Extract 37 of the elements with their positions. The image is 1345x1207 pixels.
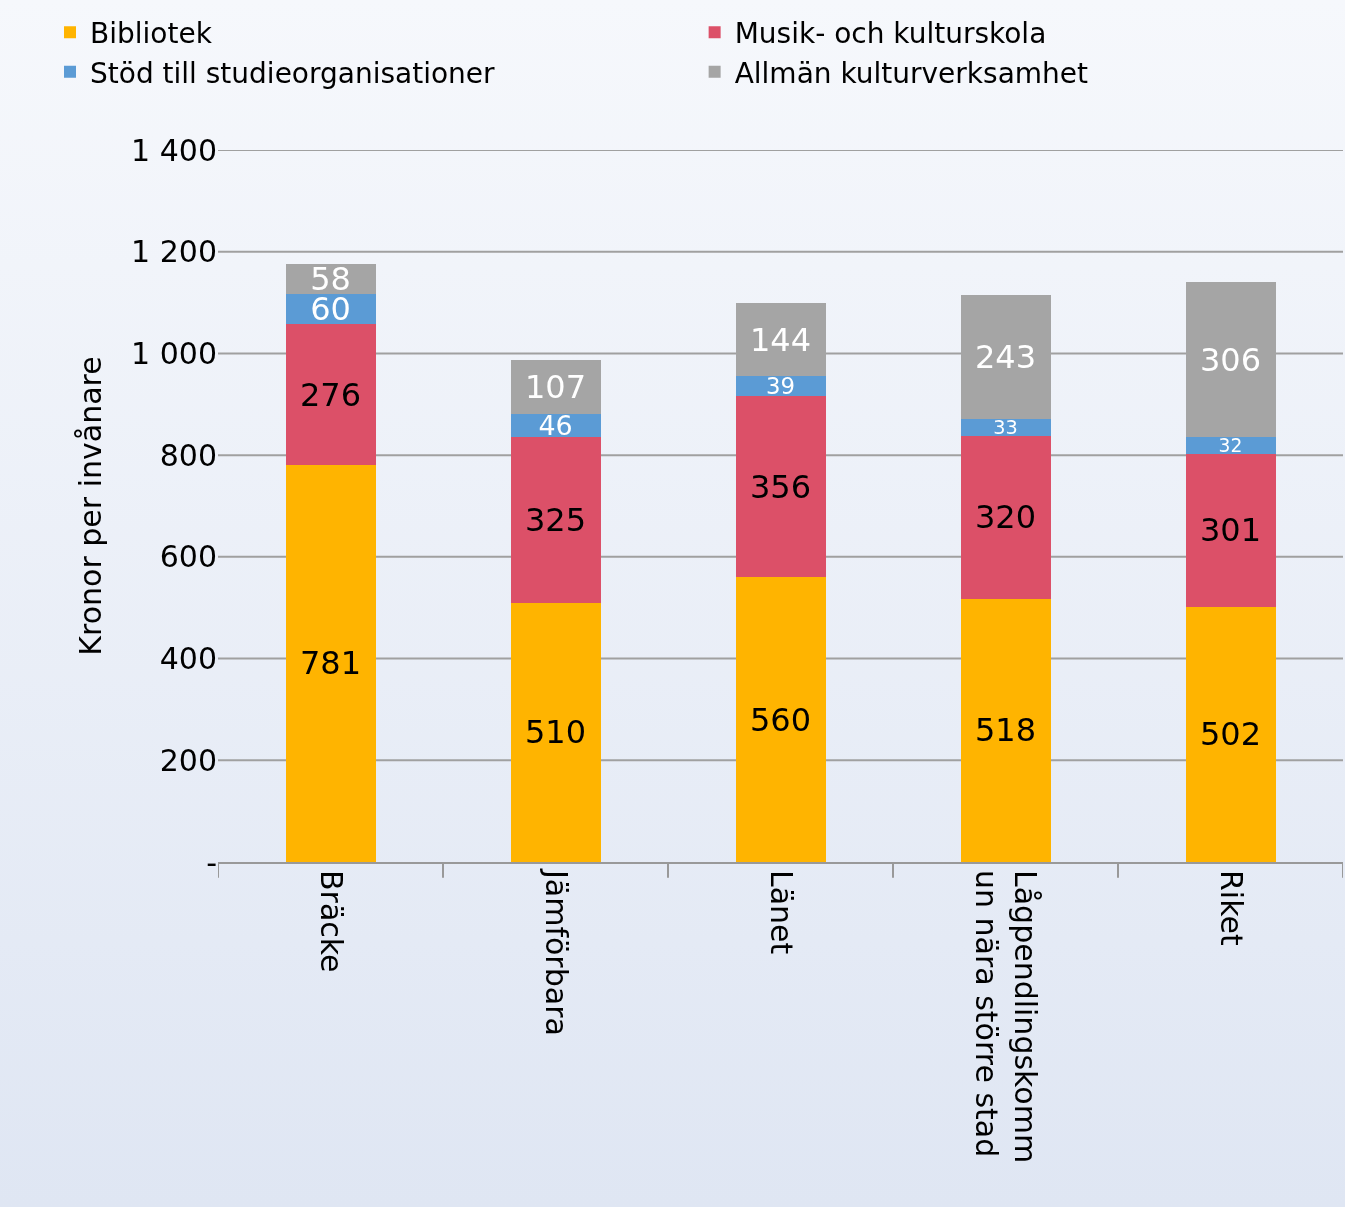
- data-label: 33: [993, 415, 1018, 439]
- legend-label: Allmän kulturverksamhet: [734, 56, 1089, 90]
- legend-label: Bibliotek: [90, 17, 213, 51]
- data-label: 107: [524, 367, 587, 406]
- data-label: 502: [1199, 715, 1262, 754]
- data-label: 356: [749, 467, 812, 506]
- data-label: 781: [299, 644, 362, 683]
- data-label: 301: [1199, 511, 1262, 550]
- y-tick-label: 200: [159, 742, 217, 778]
- data-label: 510: [524, 713, 587, 752]
- y-axis-title: Kronor per invånare: [73, 356, 109, 656]
- legend-label: Musik- och kulturskola: [734, 17, 1047, 51]
- data-label: 276: [299, 375, 362, 414]
- data-label: 32: [1218, 434, 1243, 456]
- data-label: 39: [765, 373, 796, 400]
- x-tick-label: Lågpendlingskommun nära större stad: [969, 870, 1044, 1164]
- data-label: 306: [1199, 340, 1262, 379]
- y-tick-label: 800: [159, 437, 217, 473]
- data-label: 325: [524, 500, 587, 539]
- y-tick-label: 400: [159, 641, 217, 677]
- x-tick-label: Jämförbara: [538, 868, 574, 1036]
- y-tick-label: -: [206, 844, 217, 880]
- y-tick-label: 1 200: [131, 234, 217, 270]
- x-tick-label: Länet: [763, 870, 799, 955]
- x-tick-label: Riket: [1213, 870, 1249, 946]
- data-label: 60: [310, 290, 351, 329]
- data-label: 243: [974, 338, 1037, 377]
- data-label: 518: [974, 711, 1037, 750]
- data-label: 46: [538, 410, 573, 442]
- x-tick-label: Bräcke: [313, 870, 349, 973]
- y-tick-label: 600: [159, 539, 217, 575]
- data-label: 560: [749, 700, 812, 739]
- y-tick-label: 1 000: [131, 335, 217, 371]
- y-tick-label: 1 400: [131, 132, 217, 168]
- data-label: 144: [749, 320, 812, 359]
- data-label: 320: [974, 498, 1037, 537]
- legend-label: Stöd till studieorganisationer: [90, 56, 496, 90]
